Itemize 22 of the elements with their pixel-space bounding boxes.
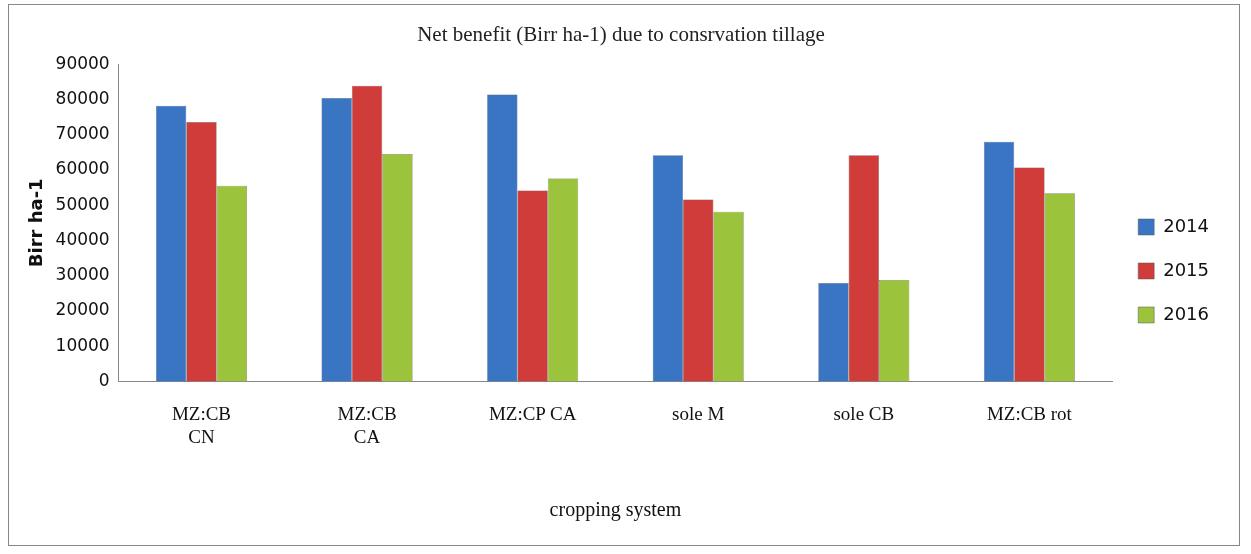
x-tick-label: sole CB [833,402,895,424]
x-tick-label: MZ:CB CN [171,402,232,447]
y-tick-label: 0 [98,369,110,390]
x-tick-label: MZ:CB rot [986,402,1073,424]
legend-label: 2014 [1163,214,1209,236]
y-tick-label: 70000 [55,123,110,144]
x-tick-label: sole M [672,402,725,424]
y-tick-label: 20000 [55,299,110,320]
y-tick-label: 60000 [55,158,110,179]
x-tick-label: MZ:CP CA [488,402,577,424]
y-tick-label: 80000 [55,87,110,108]
y-tick-label: 40000 [55,228,110,249]
x-axis-title: cropping system [549,498,682,522]
y-tick-label: 90000 [55,52,110,73]
x-tick-label: MZ:CB CA [337,402,397,447]
legend-label: 2016 [1163,302,1209,324]
y-tick-label: 50000 [55,193,110,214]
legend-label: 2015 [1163,258,1209,280]
y-tick-label: 10000 [55,334,110,355]
chart-title: Net benefit (Birr ha-1) due to consrvation tillage [417,22,825,47]
y-axis-title: Birr ha-1 [25,178,47,268]
y-tick-label: 30000 [55,264,110,285]
